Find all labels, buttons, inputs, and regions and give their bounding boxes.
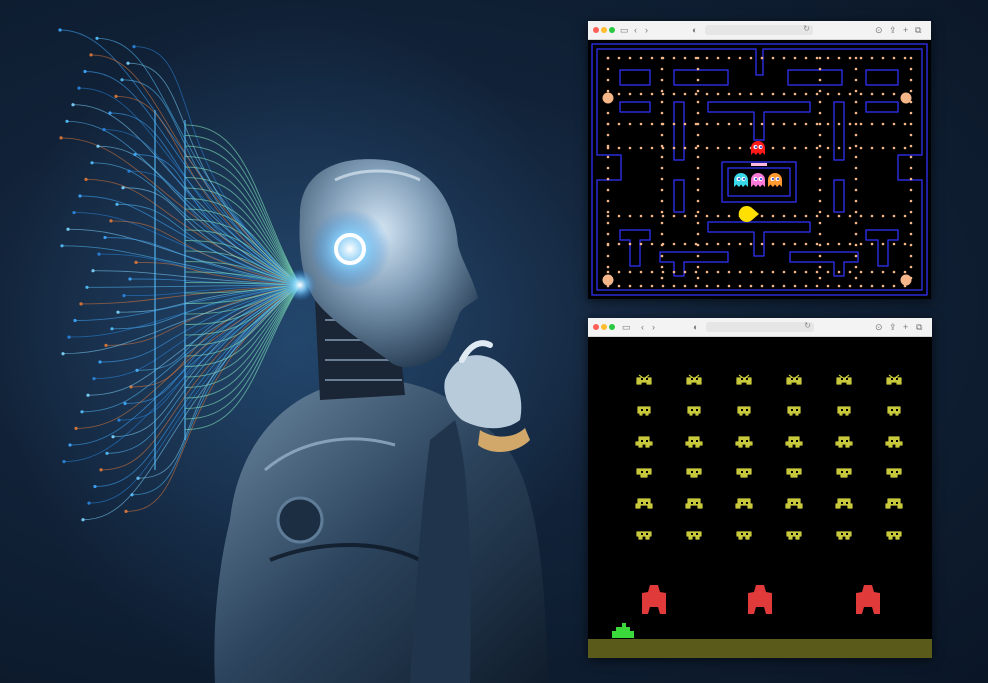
defense-bunker [642,585,666,614]
close-window-icon[interactable] [593,324,599,330]
alien-invader [686,374,702,385]
alien-invader [836,531,852,540]
alien-invader [836,374,852,385]
address-bar[interactable]: ↻ [706,321,814,332]
defense-bunker [748,585,772,614]
back-chevron-icon[interactable]: ‹ [634,25,637,35]
pacman-game-canvas[interactable] [588,40,931,299]
alien-invader [835,498,853,509]
alien-invader [637,406,651,416]
ghost-red [751,141,765,155]
alien-invader [736,374,752,385]
alien-invader [887,406,901,416]
browser-toolbar: ▭ ‹ › ◐ ↻ ⊙ ⇪ + ⧉ [588,318,932,337]
invaders-browser-window: ▭ ‹ › ◐ ↻ ⊙ ⇪ + ⧉ [588,318,932,658]
new-tab-icon[interactable]: + [903,322,909,332]
robot-hand [444,355,522,429]
robot-arm [410,420,471,683]
alien-invader [837,406,851,416]
ear-light-icon [334,233,366,265]
reload-icon[interactable]: ↻ [803,24,810,33]
power-pellet [602,274,614,286]
alien-invader [786,374,802,385]
alien-invader [885,498,903,509]
maximize-window-icon[interactable] [609,27,615,33]
ghost-orange [768,173,782,187]
maximize-window-icon[interactable] [609,324,615,330]
download-icon[interactable]: ⊙ [875,25,883,35]
forward-chevron-icon[interactable]: › [652,322,655,332]
share-icon[interactable]: ⇪ [889,322,897,332]
alien-invader [886,468,902,478]
alien-invader [636,531,652,540]
alien-invader [687,406,701,416]
shield-icon: ◐ [693,322,699,332]
ground-strip [588,639,932,658]
download-icon[interactable]: ⊙ [875,322,883,332]
alien-invader [735,498,753,509]
sidebar-icon[interactable]: ▭ [620,25,629,35]
ghost-cyan [734,173,748,187]
tabs-icon[interactable]: ⧉ [915,25,922,35]
alien-invader [785,498,803,509]
alien-invader [835,436,853,448]
new-tab-icon[interactable]: + [903,25,909,35]
browser-toolbar: ▭ ‹ › ◐ ↻ ⊙ ⇪ + ⧉ [588,21,931,40]
alien-invader [685,436,703,448]
share-icon[interactable]: ⇪ [889,25,897,35]
alien-invader [685,498,703,509]
alien-invader [735,436,753,448]
close-window-icon[interactable] [593,27,599,33]
power-pellet [900,274,912,286]
back-chevron-icon[interactable]: ‹ [641,322,644,332]
power-pellet [900,92,912,104]
power-pellet [602,92,614,104]
minimize-window-icon[interactable] [601,27,607,33]
alien-invader [686,468,702,478]
forward-chevron-icon[interactable]: › [645,25,648,35]
tabs-icon[interactable]: ⧉ [916,322,923,332]
minimize-window-icon[interactable] [601,324,607,330]
sidebar-icon[interactable]: ▭ [622,322,631,332]
pacman-browser-window: ▭ ‹ › ◐ ↻ ⊙ ⇪ + ⧉ [588,21,931,299]
alien-invader [787,406,801,416]
alien-invader [636,468,652,478]
alien-invader [736,531,752,540]
alien-invader [635,498,653,509]
alien-invader [786,531,802,540]
alien-invader [736,468,752,478]
player-cannon [612,623,634,638]
alien-invader [785,436,803,448]
alien-invader [636,374,652,385]
alien-invader [635,436,653,448]
address-bar[interactable]: ↻ [705,24,813,35]
ghost-pink [751,173,765,187]
alien-invader [737,406,751,416]
defense-bunker [856,585,880,614]
alien-invader [836,468,852,478]
alien-invader [885,436,903,448]
shield-icon: ◐ [692,25,698,35]
alien-invader [886,531,902,540]
reload-icon[interactable]: ↻ [804,321,811,330]
ai-robot-illustration [0,0,590,683]
alien-invader [686,531,702,540]
invaders-game-canvas[interactable] [588,337,932,658]
alien-invader [786,468,802,478]
alien-invader [886,374,902,385]
pacman-player [738,205,759,222]
